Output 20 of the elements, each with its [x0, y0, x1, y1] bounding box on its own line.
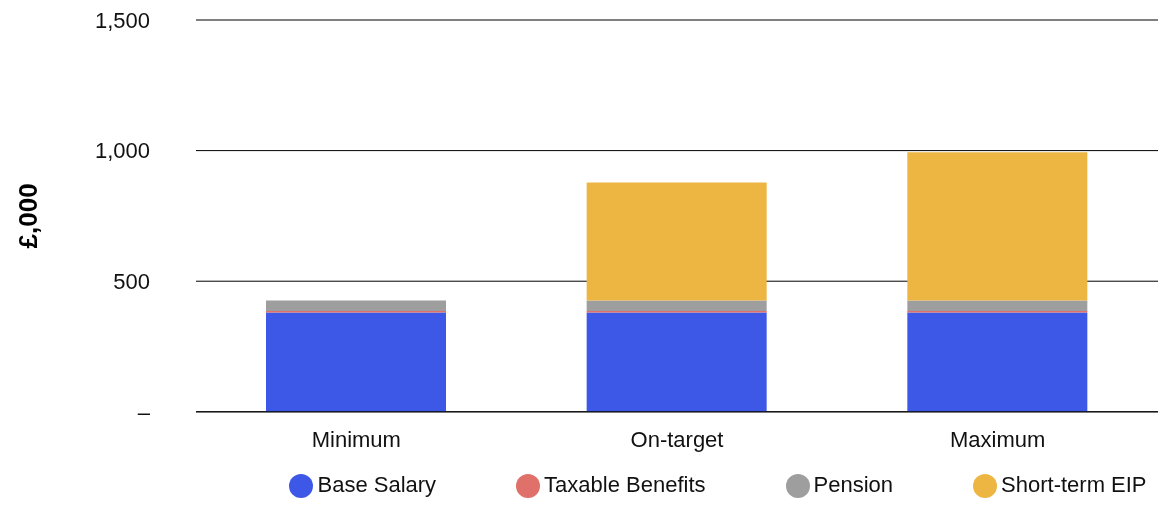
y-tick-label: 500 [113, 269, 150, 295]
bar [907, 300, 1088, 311]
bar [907, 312, 1088, 412]
bar [266, 300, 446, 311]
legend-label: Pension [813, 471, 894, 497]
x-tick-label: Minimum [311, 427, 401, 453]
legend-label: Base Salary [317, 471, 437, 497]
x-tick-label: On-target [630, 427, 724, 453]
legend-label: Taxable Benefits [544, 471, 706, 497]
y-tick-label: – [137, 399, 151, 425]
x-tick-label: Maximum [949, 427, 1046, 453]
bar [266, 312, 446, 412]
bar [907, 152, 1088, 301]
legend-label: Short-term EIP [1001, 471, 1147, 497]
bar [586, 182, 767, 301]
bar [586, 300, 767, 311]
y-tick-label: 1,500 [94, 7, 150, 33]
bar [586, 312, 767, 412]
y-axis-title: £,000 [13, 183, 44, 249]
y-tick-label: 1,000 [94, 138, 150, 164]
